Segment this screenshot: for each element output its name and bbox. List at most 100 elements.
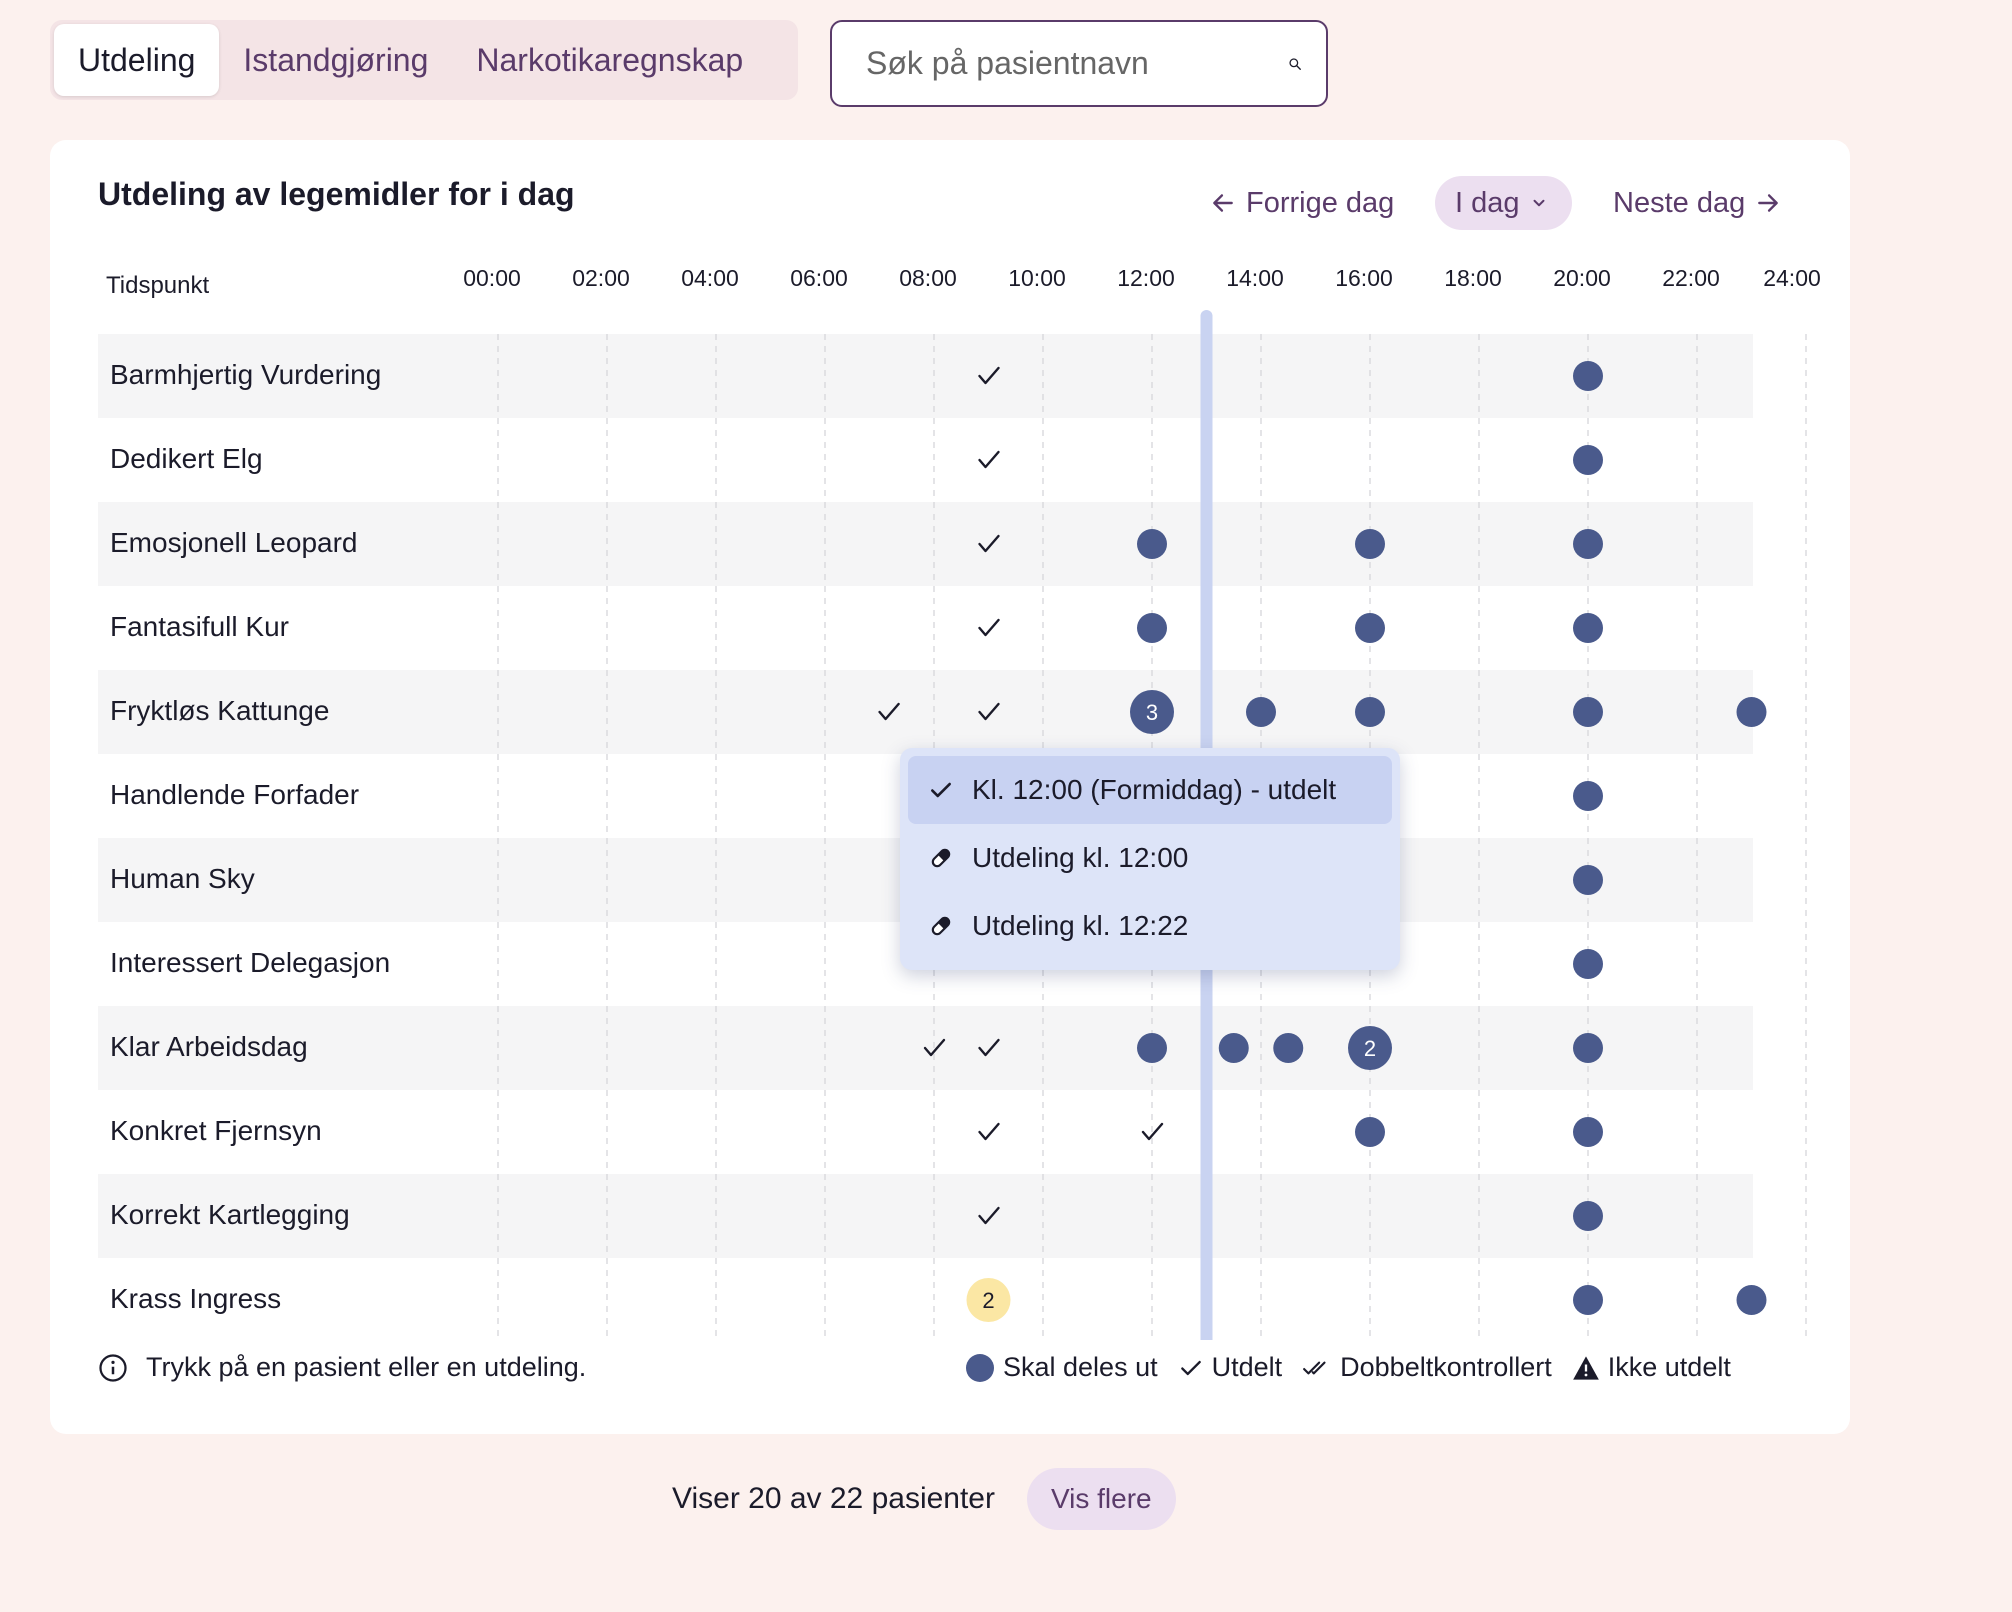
- distribution-dot[interactable]: [1355, 529, 1385, 559]
- distribution-dot[interactable]: [1355, 697, 1385, 727]
- chevron-down-icon: [1533, 199, 1544, 207]
- distribution-dot[interactable]: [1273, 1033, 1304, 1063]
- legend-not-given: Ikke utdelt: [1572, 1352, 1731, 1383]
- patient-name[interactable]: Krass Ingress: [110, 1283, 282, 1314]
- time-tick-label: 12:00: [1117, 265, 1175, 291]
- check-icon[interactable]: [923, 1038, 946, 1057]
- patient-name[interactable]: Dedikert Elg: [110, 443, 263, 474]
- tab-narkotikaregnskap[interactable]: Narkotikaregnskap: [476, 41, 744, 78]
- check-icon[interactable]: [978, 1206, 1000, 1225]
- distribution-dot[interactable]: [1573, 1033, 1603, 1063]
- distribution-dot[interactable]: [1573, 865, 1603, 895]
- patient-name[interactable]: Korrekt Kartlegging: [110, 1199, 350, 1230]
- info-icon: [99, 1353, 127, 1382]
- distribution-dot[interactable]: [1137, 613, 1167, 643]
- show-more-button[interactable]: Vis flere: [1026, 1468, 1176, 1530]
- time-tick-label: 16:00: [1335, 265, 1393, 291]
- table-row[interactable]: [98, 586, 1753, 670]
- distribution-dot[interactable]: [1573, 361, 1603, 391]
- time-tick-label: 08:00: [899, 265, 957, 291]
- popup-item-utdelt[interactable]: Kl. 12:00 (Formiddag) - utdelt: [908, 756, 1392, 824]
- distribution-dot[interactable]: [1573, 697, 1603, 727]
- patient-name[interactable]: Interessert Delegasjon: [110, 947, 391, 978]
- table-row[interactable]: [98, 670, 1753, 754]
- distribution-dot[interactable]: [1736, 697, 1767, 727]
- legend-label: Ikke utdelt: [1607, 1352, 1731, 1382]
- today-dropdown[interactable]: I dag: [1435, 176, 1572, 230]
- check-icon[interactable]: [978, 618, 1000, 637]
- distribution-dot[interactable]: [1736, 1285, 1767, 1315]
- time-tick-label: 24:00: [1763, 265, 1821, 291]
- distribution-dot[interactable]: [1355, 1117, 1385, 1147]
- tab-utdeling[interactable]: Utdeling: [54, 24, 220, 96]
- search-input[interactable]: [864, 44, 1288, 83]
- patient-name[interactable]: Konkret Fjernsyn: [110, 1115, 322, 1146]
- check-icon[interactable]: [878, 702, 900, 721]
- patient-search: [830, 20, 1328, 107]
- table-row[interactable]: [98, 1090, 1753, 1174]
- view-tabs: Utdeling Istandgjøring Narkotikaregnskap: [50, 20, 798, 100]
- dot-count: 2: [1364, 1036, 1376, 1061]
- check-icon[interactable]: [978, 1122, 1000, 1141]
- distribution-dot[interactable]: [1218, 1033, 1249, 1063]
- distribution-dot[interactable]: [1137, 1033, 1167, 1063]
- check-icon[interactable]: [1141, 1122, 1164, 1141]
- showing-count: Viser 20 av 22 pasienter: [672, 1482, 995, 1515]
- next-day-button[interactable]: Neste dag: [1613, 176, 1781, 230]
- distribution-dot[interactable]: [1573, 1117, 1603, 1147]
- today-label: I dag: [1455, 186, 1520, 219]
- popup-item-utdeling-1200[interactable]: Utdeling kl. 12:00: [908, 824, 1392, 892]
- dot-count: 2: [982, 1288, 994, 1313]
- patient-name[interactable]: Emosjonell Leopard: [110, 527, 358, 558]
- previous-day-button[interactable]: Forrige dag: [1210, 176, 1394, 230]
- table-row[interactable]: [98, 1258, 1753, 1340]
- distribution-dot[interactable]: [1137, 529, 1167, 559]
- distribution-card: Utdeling av legemidler for i dag Forrige…: [50, 140, 1850, 1434]
- patient-name[interactable]: Human Sky: [110, 863, 255, 894]
- distribution-dot[interactable]: [1573, 781, 1603, 811]
- distribution-dot[interactable]: [1573, 1285, 1603, 1315]
- arrow-left-icon: [1213, 194, 1233, 212]
- distribution-dot[interactable]: [1130, 690, 1174, 734]
- time-tick-label: 10:00: [1008, 265, 1066, 291]
- distribution-dot[interactable]: [1246, 697, 1276, 727]
- pill-icon: [931, 848, 951, 868]
- distribution-popup: Kl. 12:00 (Formiddag) - utdelt Utdeling …: [900, 748, 1400, 970]
- patient-name[interactable]: Klar Arbeidsdag: [110, 1031, 308, 1062]
- check-icon[interactable]: [978, 450, 1000, 469]
- patient-name[interactable]: Handlende Forfader: [110, 779, 360, 810]
- distribution-dot[interactable]: [1573, 529, 1603, 559]
- time-tick-label: 06:00: [790, 265, 848, 291]
- check-icon[interactable]: [978, 534, 1000, 553]
- pending-dot[interactable]: [966, 1278, 1011, 1322]
- distribution-dot[interactable]: [1348, 1026, 1392, 1070]
- check-icon: [1180, 1360, 1201, 1375]
- popup-item-label: Kl. 12:00 (Formiddag) - utdelt: [972, 774, 1337, 805]
- distribution-dot[interactable]: [1573, 613, 1603, 643]
- distribution-dot[interactable]: [1573, 445, 1603, 475]
- pill-icon: [931, 916, 951, 936]
- table-row[interactable]: [98, 1174, 1753, 1258]
- check-icon[interactable]: [978, 1038, 1000, 1057]
- check-icon[interactable]: [978, 366, 1000, 385]
- distribution-dot[interactable]: [1573, 1201, 1603, 1231]
- time-tick-label: 14:00: [1226, 265, 1284, 291]
- warning-icon: [1572, 1355, 1599, 1380]
- distribution-dot[interactable]: [1573, 949, 1603, 979]
- search-icon[interactable]: [1288, 47, 1302, 81]
- distribution-dot[interactable]: [1355, 613, 1385, 643]
- arrow-right-icon: [1758, 194, 1779, 212]
- time-tick-label: 04:00: [681, 265, 739, 291]
- popup-item-label: Utdeling kl. 12:22: [972, 910, 1189, 941]
- patient-name[interactable]: Fryktløs Kattunge: [110, 695, 330, 726]
- table-row[interactable]: [98, 502, 1753, 586]
- patient-name[interactable]: Fantasifull Kur: [110, 611, 289, 642]
- legend-double-checked: Dobbeltkontrollert: [1302, 1352, 1552, 1383]
- check-icon[interactable]: [978, 702, 1000, 721]
- tab-istandgjoring[interactable]: Istandgjøring: [243, 41, 429, 78]
- popup-item-utdeling-1222[interactable]: Utdeling kl. 12:22: [908, 892, 1392, 960]
- patient-name[interactable]: Barmhjertig Vurdering: [110, 359, 382, 390]
- table-row[interactable]: [98, 334, 1753, 418]
- table-row[interactable]: [98, 418, 1753, 502]
- hint-text: Trykk på en pasient eller en utdeling.: [146, 1352, 587, 1382]
